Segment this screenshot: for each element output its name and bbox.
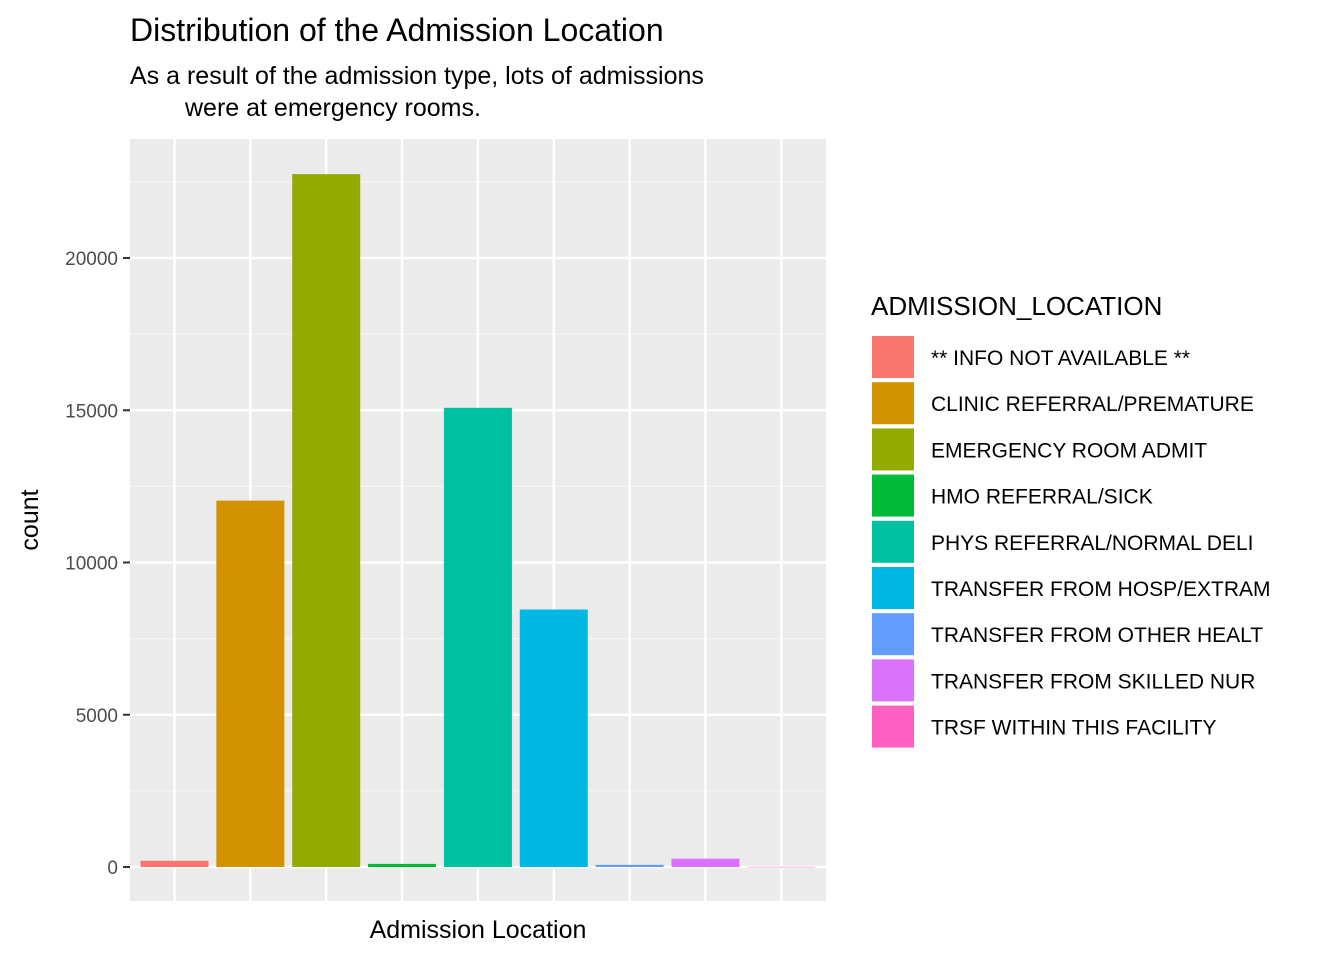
legend-swatch xyxy=(872,336,914,378)
legend-title: ADMISSION_LOCATION xyxy=(871,291,1162,321)
legend-label: EMERGENCY ROOM ADMIT xyxy=(931,439,1207,462)
legend-label: ** INFO NOT AVAILABLE ** xyxy=(931,347,1190,370)
y-tick-label: 15000 xyxy=(65,401,118,422)
bar xyxy=(519,609,588,867)
y-tick-label: 5000 xyxy=(76,706,118,727)
legend-swatch xyxy=(872,659,914,702)
bar xyxy=(292,174,361,868)
legend-label: TRSF WITHIN THIS FACILITY xyxy=(931,717,1216,740)
legend-swatch xyxy=(872,520,914,563)
legend-label: TRANSFER FROM SKILLED NUR xyxy=(931,670,1255,693)
legend-label: TRANSFER FROM OTHER HEALT xyxy=(931,624,1263,647)
legend-swatch xyxy=(872,705,914,748)
legend-swatch xyxy=(872,428,914,471)
legend-swatch xyxy=(872,567,914,609)
bar xyxy=(140,860,209,867)
legend-swatch xyxy=(872,474,914,517)
bar xyxy=(443,407,512,867)
y-axis-label: count xyxy=(16,489,44,550)
bar xyxy=(595,864,664,867)
chart-subtitle-line-2: were at emergency rooms. xyxy=(184,94,481,122)
legend-label: HMO REFERRAL/SICK xyxy=(931,486,1153,509)
bars xyxy=(140,174,816,868)
legend-swatch xyxy=(872,613,914,656)
y-axis: 0 5000 10000 15000 20000 xyxy=(65,249,130,879)
legend: ** INFO NOT AVAILABLE ** CLINIC REFERRAL/… xyxy=(872,336,1271,748)
bar xyxy=(368,863,437,867)
legend-label: CLINIC REFERRAL/PREMATURE xyxy=(931,393,1254,416)
legend-label: TRANSFER FROM HOSP/EXTRAM xyxy=(931,578,1271,601)
bar xyxy=(216,500,285,867)
x-axis-label: Admission Location xyxy=(370,916,587,944)
chart-subtitle-line-1: As a result of the admission type, lots … xyxy=(130,62,704,90)
y-tick-label: 10000 xyxy=(65,554,118,575)
bar xyxy=(671,858,740,867)
legend-swatch xyxy=(872,382,914,425)
y-tick-label: 20000 xyxy=(65,249,118,270)
legend-label: PHYS REFERRAL/NORMAL DELI xyxy=(931,532,1253,555)
y-tick-label: 0 xyxy=(107,858,118,879)
chart-title: Distribution of the Admission Location xyxy=(130,12,664,48)
bar xyxy=(747,866,816,868)
